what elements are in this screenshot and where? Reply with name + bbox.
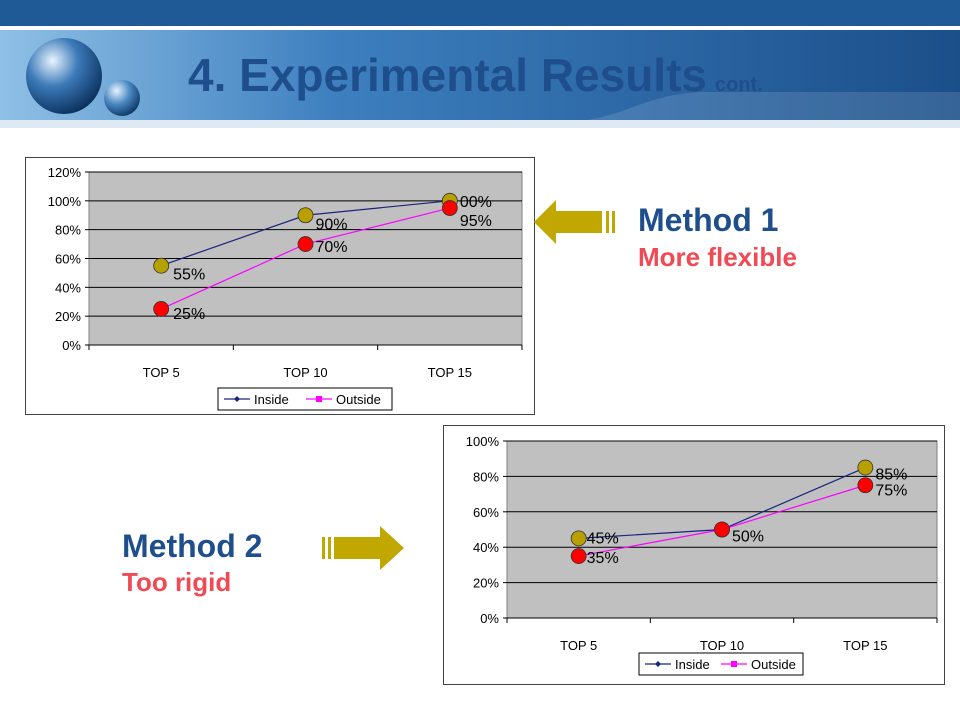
legend-label-inside: Inside xyxy=(254,392,289,407)
y-tick-label: 100% xyxy=(48,194,82,209)
legend-marker-inside xyxy=(234,396,240,402)
page-title-text: 4. Experimental Results xyxy=(188,49,707,101)
method-1-title: Method 1 xyxy=(638,202,779,238)
y-tick-label: 60% xyxy=(473,505,499,520)
x-tick-label: TOP 5 xyxy=(143,365,180,380)
sphere-small-icon xyxy=(104,80,140,116)
legend-label-inside: Inside xyxy=(675,657,710,672)
y-tick-label: 40% xyxy=(55,280,81,295)
data-label-inside: 90% xyxy=(316,216,348,233)
x-tick-label: TOP 10 xyxy=(700,638,744,653)
header-banner xyxy=(0,0,960,130)
data-point-outside xyxy=(570,548,587,564)
y-tick-label: 20% xyxy=(55,309,81,324)
data-label-inside: 50% xyxy=(732,529,764,546)
y-tick-label: 40% xyxy=(473,540,499,555)
data-label-outside: 95% xyxy=(460,213,492,230)
legend-marker-outside xyxy=(316,396,322,402)
method-1-subtitle: More flexible xyxy=(638,242,797,272)
data-point-outside xyxy=(153,301,170,317)
x-tick-label: TOP 5 xyxy=(560,638,597,653)
legend-box xyxy=(217,387,393,411)
chart-1: 0% 20% 40% 60% 80% 100% 120% TOP 5 TOP 10 TOP 15 5… xyxy=(25,157,535,415)
y-tick-label: 60% xyxy=(55,252,81,267)
x-tick-label: TOP 10 xyxy=(283,365,327,380)
y-tick-label: 20% xyxy=(473,576,499,591)
data-label-inside: 55% xyxy=(173,267,205,284)
data-label-outside: 70% xyxy=(316,239,348,256)
chart-2: 0% 20% 40% 60% 80% 100% TOP 5 TOP 10 TOP 15 45% 50… xyxy=(443,425,945,685)
y-tick-label: 100% xyxy=(466,434,500,449)
y-tick-label: 0% xyxy=(62,338,81,353)
chart-2-svg: 0% 20% 40% 60% 80% 100% TOP 5 TOP 10 TOP 15 45% 50… xyxy=(466,434,938,676)
data-point-inside xyxy=(297,207,314,224)
data-point-outside xyxy=(714,521,730,538)
data-point-outside xyxy=(441,200,458,216)
data-label-outside: 25% xyxy=(173,306,205,323)
legend-label-outside: Outside xyxy=(751,657,796,672)
data-label-inside: 85% xyxy=(875,467,907,484)
y-tick-label: 80% xyxy=(55,223,81,238)
y-tick-label: 80% xyxy=(473,469,499,484)
method-2-title: Method 2 xyxy=(122,528,263,564)
left-arrow-icon xyxy=(534,200,615,244)
data-point-outside xyxy=(857,477,874,494)
data-label-inside: 45% xyxy=(587,530,619,547)
data-label-inside: 00% xyxy=(460,194,492,211)
method-2-subtitle: Too rigid xyxy=(122,567,232,597)
legend-marker-inside xyxy=(655,661,661,667)
data-label-outside: 35% xyxy=(587,550,619,567)
x-tick-label: TOP 15 xyxy=(843,638,887,653)
right-arrow-icon xyxy=(322,526,404,570)
data-point-inside xyxy=(857,459,874,476)
chart-1-svg: 0% 20% 40% 60% 80% 100% 120% TOP 5 TOP 10 TOP 15 5… xyxy=(48,165,523,411)
page-title: 4. Experimental Results cont. xyxy=(188,48,763,102)
sphere-large-icon xyxy=(26,38,102,114)
page-title-suffix: cont. xyxy=(714,74,763,96)
y-tick-label: 0% xyxy=(480,611,499,626)
data-point-inside xyxy=(153,257,170,274)
legend-label-outside: Outside xyxy=(336,392,381,407)
data-point-outside xyxy=(297,236,314,252)
x-tick-label: TOP 15 xyxy=(428,365,472,380)
legend-marker-outside xyxy=(731,661,737,667)
data-label-outside: 75% xyxy=(875,482,907,499)
data-point-inside xyxy=(570,530,587,547)
y-tick-label: 120% xyxy=(48,165,82,180)
banner-graphic xyxy=(0,0,960,128)
